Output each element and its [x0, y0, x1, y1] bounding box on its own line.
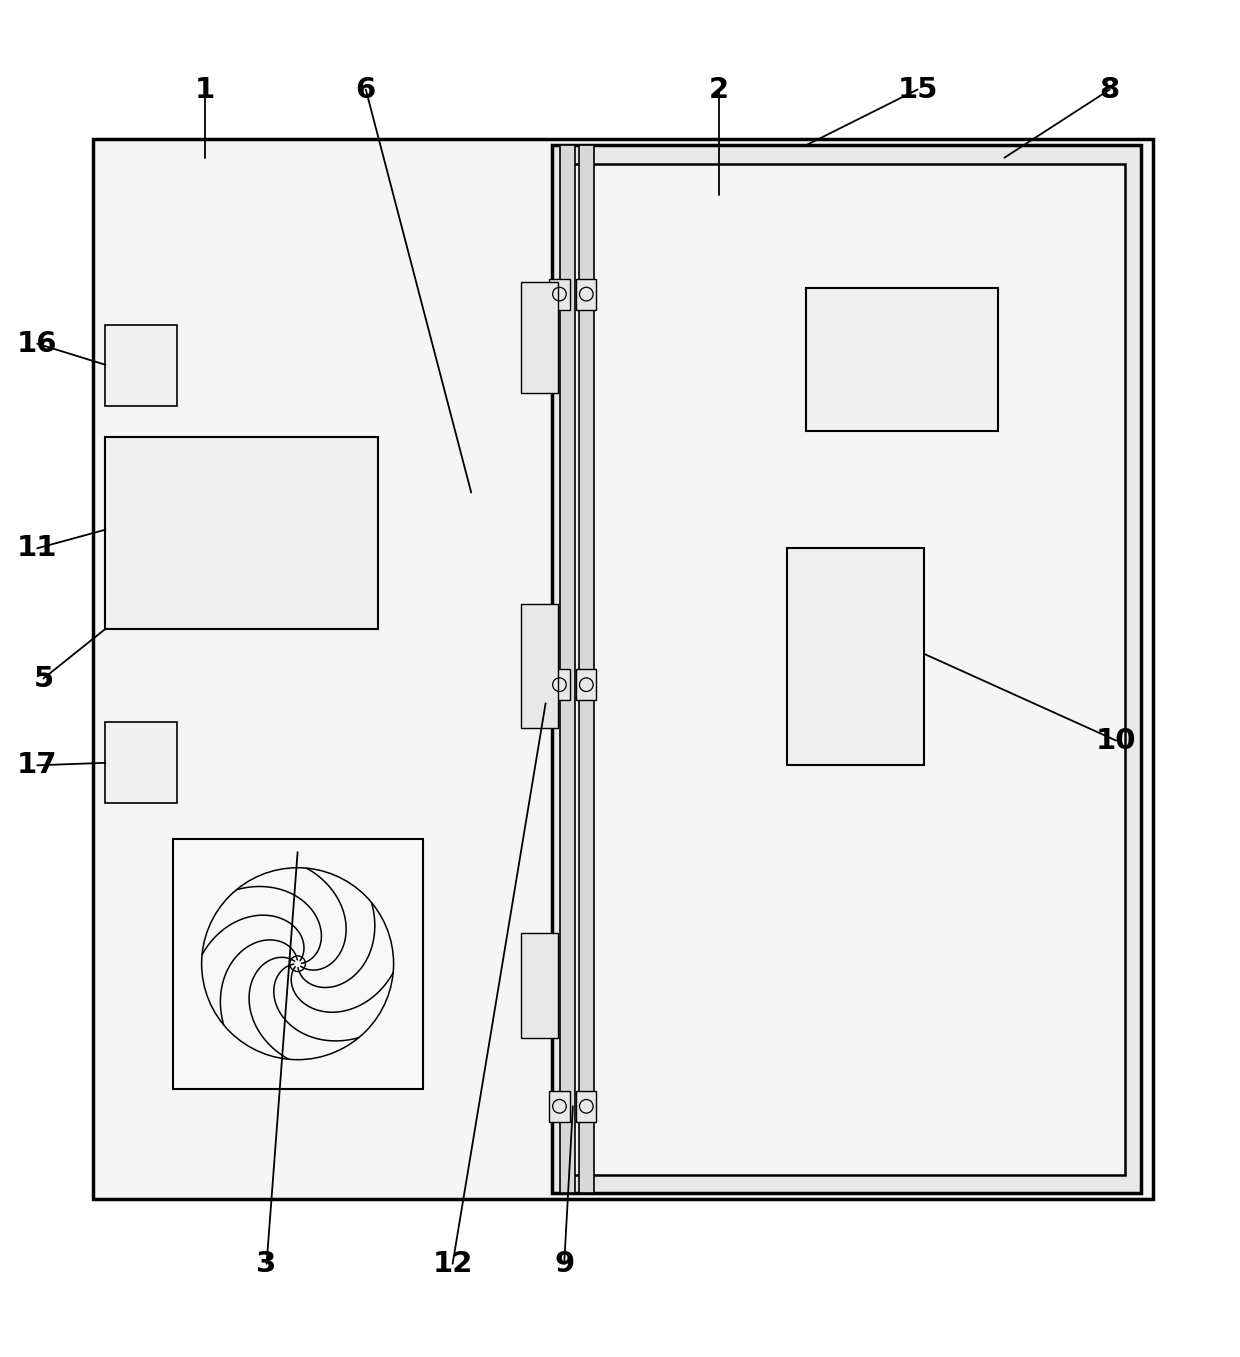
- Bar: [573, 164, 1125, 1175]
- Bar: [579, 145, 594, 1193]
- Text: 10: 10: [1096, 726, 1136, 754]
- Bar: [787, 548, 924, 765]
- Bar: [577, 278, 596, 309]
- Bar: [93, 140, 1153, 1200]
- Text: 16: 16: [17, 330, 57, 358]
- Text: 3: 3: [257, 1250, 277, 1278]
- Bar: [552, 145, 1141, 1193]
- Bar: [577, 669, 596, 700]
- Bar: [560, 145, 575, 1193]
- Bar: [549, 1091, 569, 1122]
- Text: 8: 8: [1100, 76, 1120, 103]
- Bar: [806, 288, 998, 430]
- Text: 15: 15: [898, 76, 937, 103]
- Text: 5: 5: [33, 665, 53, 692]
- Bar: [549, 278, 569, 309]
- Text: 1: 1: [195, 76, 215, 103]
- Text: 11: 11: [17, 535, 57, 562]
- Text: 12: 12: [433, 1250, 472, 1278]
- Bar: [172, 839, 423, 1088]
- Text: 9: 9: [554, 1250, 574, 1278]
- Bar: [521, 282, 558, 394]
- Bar: [521, 932, 558, 1038]
- Bar: [105, 437, 378, 628]
- Bar: [105, 722, 177, 802]
- Bar: [577, 1091, 596, 1122]
- Bar: [105, 326, 177, 406]
- Text: 2: 2: [709, 76, 729, 103]
- Bar: [521, 604, 558, 729]
- Text: 17: 17: [17, 752, 57, 779]
- Bar: [549, 669, 569, 700]
- Text: 6: 6: [356, 76, 376, 103]
